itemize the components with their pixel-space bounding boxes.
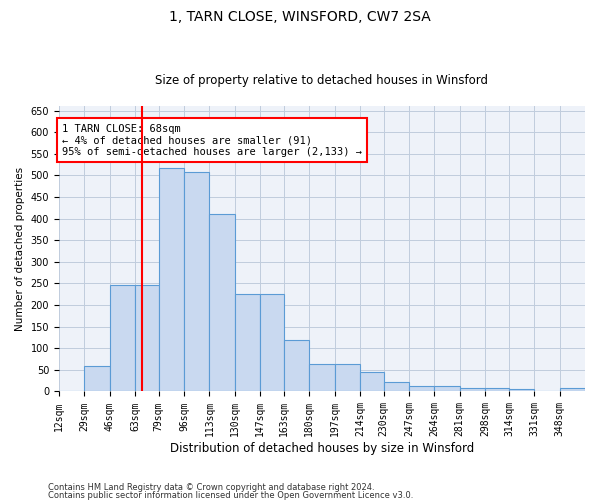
Bar [434,386,460,392]
Bar [360,372,384,392]
Bar [384,382,409,392]
Y-axis label: Number of detached properties: Number of detached properties [15,167,25,331]
Bar [184,172,209,392]
Bar [260,294,284,392]
Bar [485,388,509,392]
Bar [284,340,309,392]
Text: 1, TARN CLOSE, WINSFORD, CW7 2SA: 1, TARN CLOSE, WINSFORD, CW7 2SA [169,10,431,24]
Bar [235,294,260,392]
Bar [59,390,84,392]
Bar [135,285,159,392]
Bar [335,364,360,392]
Bar [209,214,235,392]
Bar [159,168,184,392]
Bar [509,389,535,392]
Bar [309,364,335,392]
Text: Contains HM Land Registry data © Crown copyright and database right 2024.: Contains HM Land Registry data © Crown c… [48,484,374,492]
Bar [560,388,585,392]
Bar [409,386,434,392]
Text: 1 TARN CLOSE: 68sqm
← 4% of detached houses are smaller (91)
95% of semi-detache: 1 TARN CLOSE: 68sqm ← 4% of detached hou… [62,124,362,156]
Text: Contains public sector information licensed under the Open Government Licence v3: Contains public sector information licen… [48,490,413,500]
Bar [84,366,110,392]
Bar [110,285,135,392]
Title: Size of property relative to detached houses in Winsford: Size of property relative to detached ho… [155,74,488,87]
X-axis label: Distribution of detached houses by size in Winsford: Distribution of detached houses by size … [170,442,474,455]
Bar [460,388,485,392]
